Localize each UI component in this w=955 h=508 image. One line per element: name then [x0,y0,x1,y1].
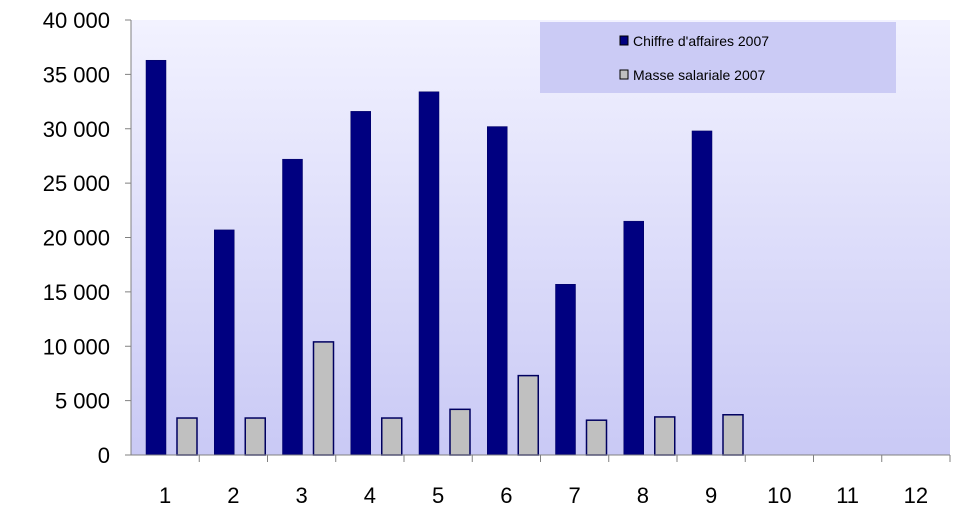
bar-masse-8 [654,416,676,456]
legend-box [540,22,896,93]
legend-label-masse: Masse salariale 2007 [633,67,766,83]
y-tick-label-2: 10 000 [43,334,110,359]
bar-masse-9 [722,414,744,456]
x-tick-label-1: 1 [159,483,171,508]
bar-chiffre-1 [145,59,167,456]
x-tick-labels: 1 2 3 4 5 6 7 8 9 10 11 12 [159,483,928,508]
y-tick-label-8: 40 000 [43,8,110,33]
legend-swatch-chiffre [619,35,629,46]
bar-masse-3 [312,341,335,456]
x-tick-label-10: 10 [767,483,791,508]
bar-chiffre-2 [214,229,235,456]
x-tick-label-2: 2 [227,483,239,508]
x-tick-label-7: 7 [569,483,581,508]
x-tick-label-5: 5 [432,483,444,508]
x-tick-label-4: 4 [364,483,376,508]
x-tick-label-6: 6 [500,483,512,508]
x-tick-label-11: 11 [836,483,859,508]
y-tick-label-7: 35 000 [43,62,110,87]
bar-masse-5 [449,408,471,456]
bar-chiffre-7 [555,284,576,456]
x-tick-label-12: 12 [904,483,928,508]
bar-chiffre-3 [282,158,303,456]
legend: Chiffre d'affaires 2007 Masse salariale … [540,22,896,93]
bar-masse-1 [176,417,198,456]
y-tick-label-1: 5 000 [55,389,110,414]
y-tick-labels: 0 5 000 10 000 15 000 20 000 25 000 30 000 35 0… [43,8,110,468]
axes-group [125,19,951,462]
x-tick-label-3: 3 [296,483,308,508]
bar-chiffre-5 [418,91,440,456]
x-tick-label-9: 9 [705,483,717,508]
legend-label-chiffre: Chiffre d'affaires 2007 [633,33,769,49]
bar-chiffre-6 [487,126,508,456]
y-tick-label-0: 0 [98,443,110,468]
bar-masse-2 [244,417,266,456]
y-tick-label-5: 25 000 [43,171,110,196]
bar-chiffre-4 [350,111,371,456]
bars-group [145,59,744,456]
x-tick-label-8: 8 [637,483,649,508]
bar-chiffre-9 [691,130,713,456]
bar-masse-6 [517,374,539,456]
legend-swatch-masse [619,69,629,80]
bar-masse-4 [381,417,403,456]
y-tick-label-3: 15 000 [43,280,110,305]
y-tick-label-4: 20 000 [43,226,110,251]
y-tick-label-6: 30 000 [43,117,110,142]
bar-masse-7 [585,419,608,456]
bar-chiffre-8 [623,220,644,456]
